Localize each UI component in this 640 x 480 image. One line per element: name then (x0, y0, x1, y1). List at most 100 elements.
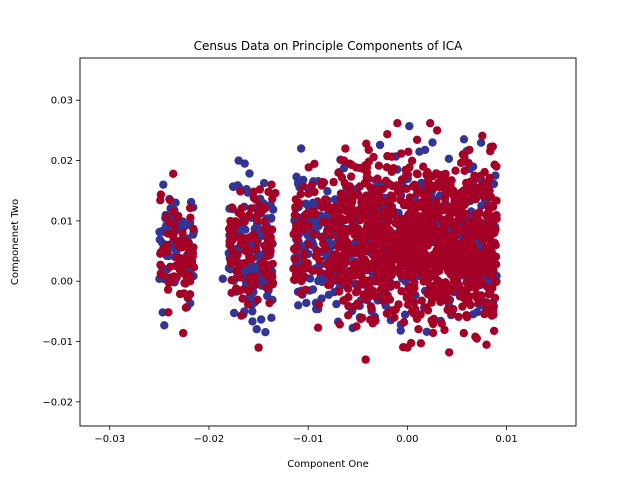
data-point-red (404, 210, 413, 219)
data-point-blue (324, 290, 333, 299)
data-point-red (428, 328, 438, 338)
data-point-red (430, 262, 439, 271)
data-point-red (458, 302, 467, 311)
data-point-red (347, 172, 356, 181)
data-point-red (394, 300, 403, 309)
data-point-red (478, 131, 487, 140)
data-point-red (467, 185, 476, 195)
data-point-red (464, 276, 473, 285)
data-point-red (373, 174, 382, 183)
data-point-red (391, 254, 401, 264)
data-point-red (491, 241, 500, 250)
data-point-red (361, 355, 370, 364)
data-point-red (387, 260, 396, 270)
data-point-red (410, 298, 419, 307)
data-point-red (432, 283, 442, 293)
data-point-red (422, 238, 431, 248)
data-point-red (338, 268, 347, 278)
data-point-red (408, 182, 418, 191)
data-point-red (246, 255, 255, 264)
data-point-red (359, 247, 369, 256)
data-point-red (366, 232, 376, 241)
data-point-red (397, 287, 406, 296)
data-point-red (396, 186, 406, 195)
data-point-red (463, 193, 472, 202)
data-point-red (440, 325, 449, 335)
data-point-red (417, 188, 426, 198)
data-point-red (395, 227, 404, 236)
data-point-red (468, 269, 477, 278)
data-point-red (390, 236, 399, 245)
data-point-blue (339, 163, 349, 173)
data-point-red (449, 305, 458, 314)
data-point-red (323, 280, 333, 290)
data-point-blue (308, 285, 318, 294)
data-point-red (249, 193, 258, 202)
data-point-red (321, 195, 330, 204)
data-point-red (297, 276, 306, 286)
data-point-red (408, 228, 417, 237)
data-point-red (290, 211, 299, 220)
data-point-red (260, 224, 269, 234)
data-point-blue (294, 301, 303, 310)
data-point-red (189, 243, 198, 252)
data-point-red (399, 199, 408, 208)
data-point-red (323, 201, 333, 210)
data-point-red (482, 340, 491, 349)
data-point-blue (332, 299, 341, 309)
data-point-red (337, 173, 347, 182)
data-point-red (460, 200, 469, 210)
data-point-red (311, 252, 321, 261)
data-point-red (253, 295, 262, 304)
data-point-red (441, 188, 450, 197)
data-point-red (397, 175, 407, 184)
data-point-red (423, 222, 433, 232)
data-point-red (309, 206, 318, 215)
data-point-red (321, 217, 331, 226)
data-point-red (399, 220, 408, 230)
data-point-blue (159, 180, 168, 189)
data-point-red (344, 185, 353, 195)
data-point-red (181, 303, 191, 312)
data-point-red (430, 292, 439, 301)
data-point-blue (242, 185, 251, 194)
x-tick-label: −0.02 (194, 434, 225, 445)
data-point-red (385, 247, 395, 257)
data-point-red (443, 202, 453, 211)
data-point-red (480, 309, 489, 319)
data-point-red (377, 241, 387, 250)
data-point-red (240, 217, 249, 226)
data-point-red (353, 242, 362, 252)
data-point-blue (155, 227, 164, 237)
data-point-red (186, 203, 195, 213)
data-point-red (265, 298, 274, 308)
data-point-red (410, 283, 419, 293)
data-point-red (255, 185, 265, 194)
data-point-red (329, 177, 338, 187)
data-point-red (378, 288, 388, 297)
data-point-red (348, 195, 357, 204)
data-point-red (252, 236, 262, 246)
data-point-red (432, 126, 442, 135)
data-point-blue (422, 327, 431, 336)
data-point-red (236, 187, 245, 196)
data-point-red (462, 313, 472, 322)
data-point-red (246, 204, 256, 213)
data-point-blue (245, 169, 254, 178)
data-point-red (472, 172, 481, 181)
data-point-red (460, 230, 469, 239)
data-point-red (366, 302, 376, 311)
data-point-blue (261, 328, 270, 337)
data-point-red (406, 249, 415, 258)
data-point-blue (259, 178, 269, 188)
y-tick-label: −0.01 (42, 337, 73, 348)
data-point-red (438, 255, 447, 265)
data-point-red (367, 218, 376, 228)
data-point-red (225, 224, 234, 234)
data-point-red (424, 273, 434, 282)
data-point-red (405, 236, 414, 245)
data-point-red (260, 241, 269, 250)
data-point-red (425, 281, 435, 290)
data-point-red (492, 214, 501, 223)
data-point-red (344, 311, 353, 320)
